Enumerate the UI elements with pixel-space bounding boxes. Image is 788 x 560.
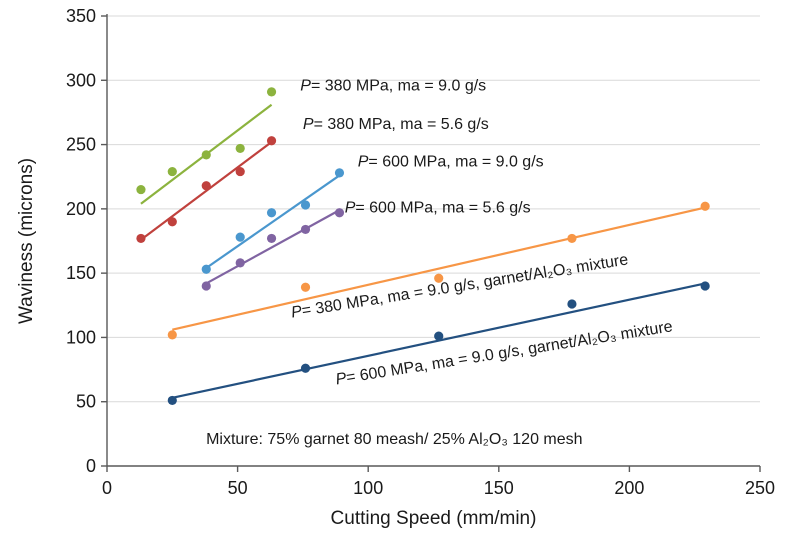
x-axis-ticks: 0 50 100 150 200 250 [102, 466, 775, 498]
axes [106, 14, 760, 467]
data-point [300, 200, 311, 210]
y-tick-label: 250 [66, 135, 96, 155]
trend-line [205, 209, 340, 285]
y-tick-label: 300 [66, 70, 96, 90]
data-point [136, 233, 146, 244]
data-point [167, 330, 177, 340]
data-point [300, 363, 311, 373]
data-point [266, 87, 277, 97]
data-point [266, 208, 277, 218]
y-tick-label: 350 [66, 6, 96, 26]
series-4 [167, 201, 710, 340]
data-point [266, 136, 277, 146]
data-point [567, 299, 577, 309]
x-tick-label: 250 [745, 478, 775, 498]
x-tick-label: 150 [484, 478, 514, 498]
data-point [235, 166, 245, 177]
y-tick-label: 200 [66, 199, 96, 219]
trend-line [140, 141, 273, 241]
y-tick-label: 0 [86, 456, 96, 476]
series-5 [167, 281, 710, 406]
x-tick-label: 50 [228, 478, 248, 498]
data-point [266, 233, 277, 244]
data-point [334, 168, 345, 178]
annotation-label: P= 380 MPa, ma = 9.0 g/s [300, 77, 486, 94]
y-axis-title: Waviness (microns) [16, 158, 37, 324]
series-0 [136, 87, 277, 205]
gridlines [107, 15, 760, 403]
data-point [300, 282, 311, 292]
data-point [334, 208, 345, 218]
x-axis-title: Cutting Speed (mm/min) [331, 508, 537, 529]
data-point [700, 281, 710, 291]
data-point [136, 184, 146, 195]
y-tick-label: 100 [66, 327, 96, 347]
data-point [434, 273, 444, 283]
data-point [167, 217, 177, 227]
annotation-label: P= 600 MPa, ma = 9.0 g/s [358, 153, 544, 170]
annotation-label: P= 600 MPa, ma = 5.6 g/s [345, 200, 531, 217]
y-axis-ticks: 0 50 100 150 200 250 300 350 [66, 6, 107, 476]
data-point [167, 166, 177, 177]
x-tick-label: 100 [353, 478, 383, 498]
annotation-label: P= 380 MPa, ma = 5.6 g/s [303, 116, 489, 133]
x-tick-label: 200 [614, 478, 644, 498]
data-point [201, 264, 211, 274]
series-2 [201, 168, 345, 274]
data-point [434, 331, 444, 341]
data-point [235, 258, 245, 268]
data-point [167, 395, 177, 406]
data-point [201, 281, 211, 291]
data-point [235, 232, 245, 242]
trend-line [205, 174, 341, 269]
x-tick-label: 0 [102, 478, 112, 498]
data-point [567, 233, 577, 244]
data-point [201, 150, 211, 160]
y-tick-label: 50 [76, 392, 96, 412]
data-point [700, 201, 710, 211]
series-3 [201, 208, 345, 291]
series-1 [136, 136, 277, 244]
annotation-label: Mixture: 75% garnet 80 meash/ 25% Al₂O₃ … [206, 431, 582, 448]
trend-line [172, 206, 706, 331]
data-point [235, 143, 245, 154]
data-point [300, 224, 311, 235]
y-tick-label: 150 [66, 263, 96, 283]
data-point [201, 181, 211, 191]
